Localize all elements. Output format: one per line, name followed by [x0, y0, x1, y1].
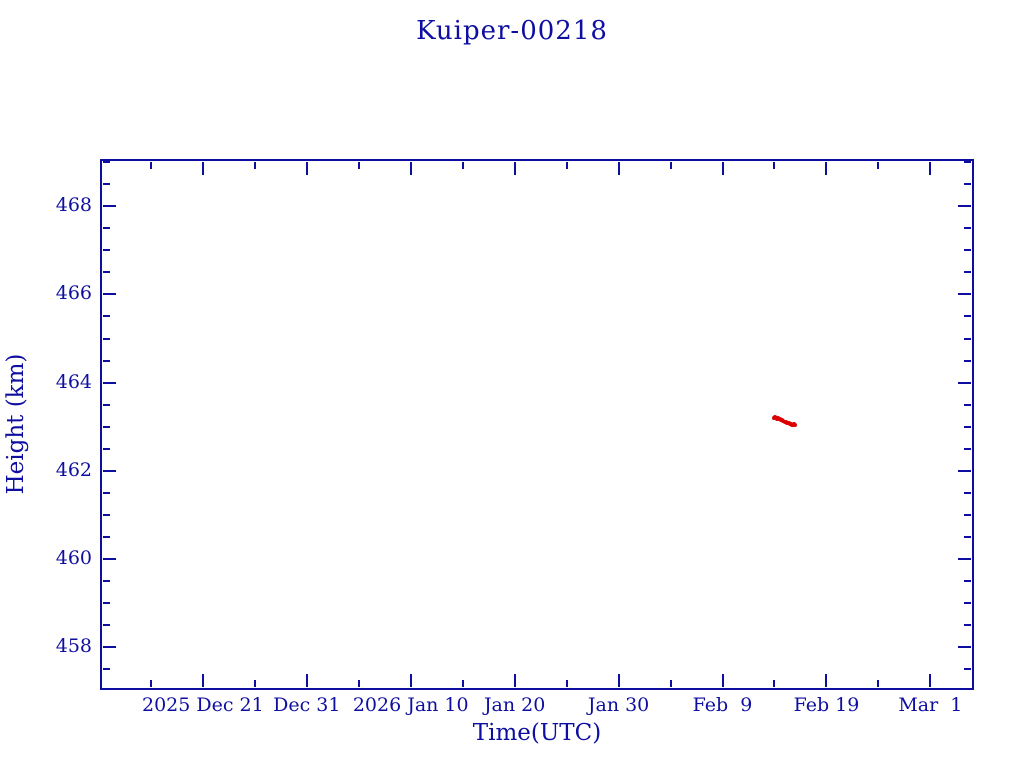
- plot-frame: [100, 159, 974, 690]
- x-axis-tick: [461, 162, 464, 169]
- x-tick-label: Dec 31: [273, 694, 341, 716]
- x-axis-tick: [513, 674, 516, 687]
- x-axis-tick: [825, 674, 828, 687]
- y-axis-tick: [103, 447, 110, 450]
- x-axis-tick: [617, 674, 620, 687]
- y-axis-tick: [964, 315, 971, 318]
- y-axis-tick: [103, 183, 110, 186]
- x-axis-tick: [409, 162, 412, 175]
- x-axis-tick: [617, 162, 620, 175]
- y-tick-label: 466: [55, 282, 92, 305]
- y-axis-tick: [103, 227, 110, 230]
- y-axis-tick: [103, 624, 110, 627]
- x-tick-label: Mar 1: [898, 694, 963, 716]
- y-axis-tick: [964, 513, 971, 516]
- x-axis-tick: [149, 162, 152, 169]
- x-axis-title: Time(UTC): [472, 720, 602, 746]
- y-axis-tick: [103, 315, 110, 318]
- y-axis-tick: [103, 535, 110, 538]
- x-axis-tick: [253, 680, 256, 687]
- x-axis-tick: [669, 162, 672, 169]
- y-axis-tick: [103, 425, 110, 428]
- y-axis-tick: [103, 579, 110, 582]
- y-axis-tick: [964, 337, 971, 340]
- y-axis-tick: [958, 205, 971, 208]
- x-axis-tick: [201, 674, 204, 687]
- y-axis-tick: [964, 403, 971, 406]
- y-tick-label: 458: [55, 635, 92, 658]
- y-axis-tick: [964, 249, 971, 252]
- y-axis-tick: [958, 646, 971, 649]
- y-axis-tick: [103, 557, 116, 560]
- x-axis-tick: [773, 680, 776, 687]
- y-axis-tick: [964, 271, 971, 274]
- y-axis-tick: [103, 249, 110, 252]
- x-axis-tick: [929, 674, 932, 687]
- y-axis-tick: [964, 579, 971, 582]
- x-axis-tick: [721, 162, 724, 175]
- x-axis-tick: [357, 680, 360, 687]
- y-axis-tick: [103, 205, 116, 208]
- x-axis-tick: [721, 674, 724, 687]
- x-axis-tick: [409, 674, 412, 687]
- chart-title: Kuiper-00218: [416, 16, 608, 46]
- y-axis-tick: [964, 668, 971, 671]
- x-axis-tick: [565, 680, 568, 687]
- y-axis-tick: [964, 425, 971, 428]
- y-tick-label: 462: [55, 458, 92, 481]
- y-axis-tick: [958, 293, 971, 296]
- y-axis-tick: [964, 447, 971, 450]
- y-axis-tick: [103, 293, 116, 296]
- x-axis-tick: [253, 162, 256, 169]
- y-tick-label: 460: [55, 546, 92, 569]
- x-tick-label: 2026 Jan 10: [352, 694, 469, 716]
- x-axis-tick: [305, 674, 308, 687]
- x-tick-label: Jan 20: [483, 694, 546, 716]
- x-axis-tick: [201, 162, 204, 175]
- y-axis-tick: [103, 602, 110, 605]
- x-tick-label: Feb 9: [692, 694, 753, 716]
- y-axis-tick: [103, 337, 110, 340]
- y-axis-tick: [964, 227, 971, 230]
- y-tick-label: 464: [55, 370, 92, 393]
- x-axis-tick: [773, 162, 776, 169]
- y-axis-tick: [103, 359, 110, 362]
- y-axis-tick: [103, 668, 110, 671]
- x-tick-label: Feb 19: [793, 694, 860, 716]
- y-axis-tick: [964, 535, 971, 538]
- x-axis-tick: [877, 680, 880, 687]
- x-axis-tick: [513, 162, 516, 175]
- y-axis-tick: [958, 469, 971, 472]
- y-axis-tick: [964, 183, 971, 186]
- y-axis-tick: [964, 602, 971, 605]
- x-axis-tick: [461, 680, 464, 687]
- x-axis-tick: [305, 162, 308, 175]
- x-axis-tick: [357, 162, 360, 169]
- y-axis-tick: [958, 557, 971, 560]
- y-axis-tick: [958, 381, 971, 384]
- y-axis-tick: [964, 624, 971, 627]
- y-axis-tick: [103, 403, 110, 406]
- y-axis-tick: [103, 469, 116, 472]
- y-axis-tick: [103, 513, 110, 516]
- y-axis-tick: [964, 359, 971, 362]
- x-tick-label: Jan 30: [587, 694, 650, 716]
- data-point: [792, 423, 797, 428]
- y-axis-tick: [103, 491, 110, 494]
- y-axis-tick: [103, 646, 116, 649]
- x-tick-label: 2025 Dec 21: [141, 694, 264, 716]
- y-axis-tick: [103, 381, 116, 384]
- y-axis-tick: [103, 271, 110, 274]
- x-axis-tick: [669, 680, 672, 687]
- y-axis-tick: [964, 161, 971, 164]
- x-axis-tick: [929, 162, 932, 175]
- x-axis-tick: [825, 162, 828, 175]
- x-axis-tick: [565, 162, 568, 169]
- y-axis-tick: [964, 491, 971, 494]
- x-axis-tick: [149, 680, 152, 687]
- x-axis-tick: [877, 162, 880, 169]
- y-axis-tick: [103, 161, 110, 164]
- y-tick-label: 468: [55, 194, 92, 217]
